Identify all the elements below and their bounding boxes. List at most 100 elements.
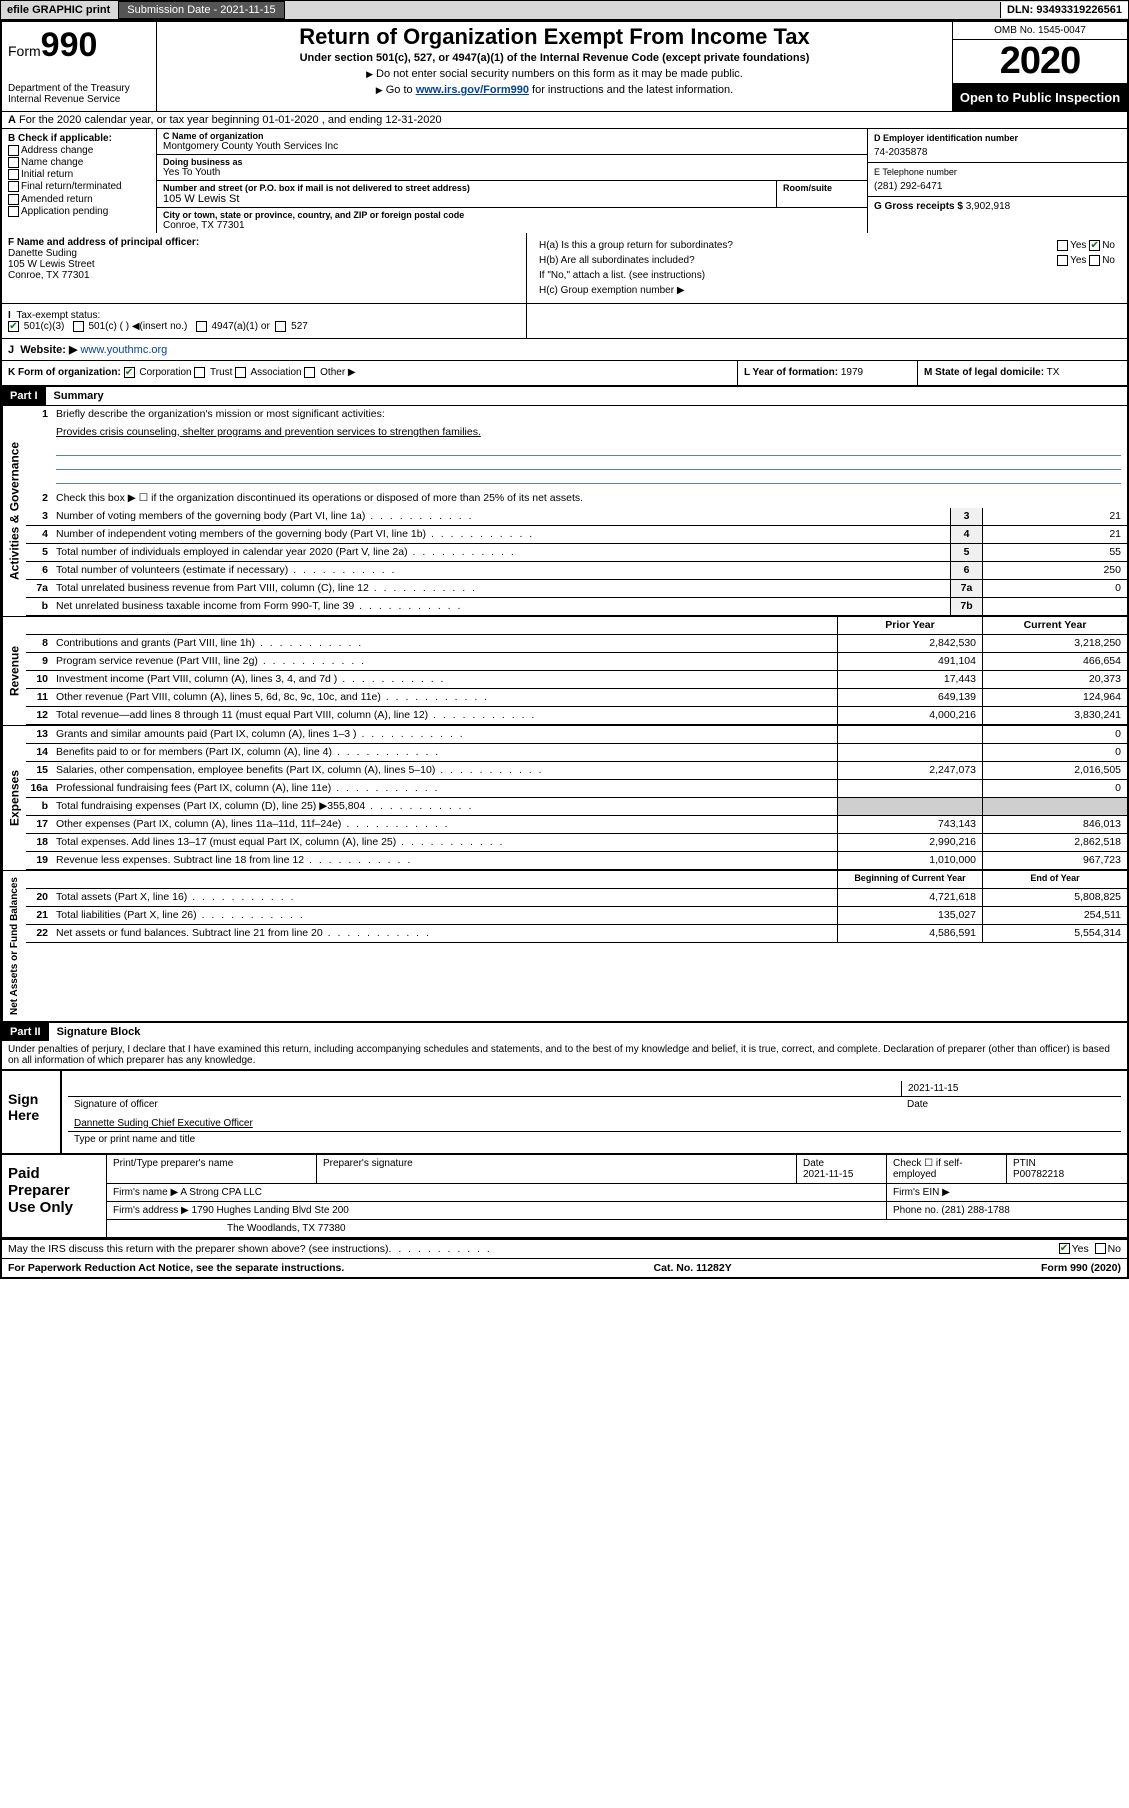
line-17: 17Other expenses (Part IX, column (A), l… xyxy=(26,816,1127,834)
paid-date: 2021-11-15 xyxy=(803,1169,853,1180)
l1-lbl: Briefly describe the organization's miss… xyxy=(52,406,1127,424)
row-a-text: For the 2020 calendar year, or tax year … xyxy=(19,114,442,126)
website-link[interactable]: www.youthmc.org xyxy=(77,344,167,356)
l-lbl: L Year of formation: xyxy=(744,367,838,378)
row-i-status: I Tax-exempt status: 501(c)(3) 501(c) ( … xyxy=(2,304,527,338)
line-11: 11Other revenue (Part VIII, column (A), … xyxy=(26,689,1127,707)
hb-yes: Yes xyxy=(1070,255,1086,266)
form-number: Form990 xyxy=(8,26,150,65)
c-room-lbl: Room/suite xyxy=(777,181,867,207)
col-f-officer: F Name and address of principal officer:… xyxy=(2,233,527,303)
line-16a: 16aProfessional fundraising fees (Part I… xyxy=(26,780,1127,798)
gov-line-3: 3Number of voting members of the governi… xyxy=(26,508,1127,526)
line-20: 20Total assets (Part X, line 16)4,721,61… xyxy=(26,889,1127,907)
col-end: End of Year xyxy=(982,871,1127,888)
part2-title: Signature Block xyxy=(49,1023,149,1041)
paid-preparer-label: Paid Preparer Use Only xyxy=(2,1155,107,1237)
org-street: 105 W Lewis St xyxy=(163,193,770,205)
k-assoc: Association xyxy=(250,368,301,379)
ruled-line xyxy=(56,470,1121,484)
chk-address-change[interactable]: Address change xyxy=(8,145,150,156)
m-val: TX xyxy=(1047,367,1060,378)
mission-text: Provides crisis counseling, shelter prog… xyxy=(52,424,1127,442)
form-container: Form990 Department of the Treasury Inter… xyxy=(0,20,1129,1279)
form-header: Form990 Department of the Treasury Inter… xyxy=(2,22,1127,111)
officer-signed-name: Dannette Suding Chief Executive Officer xyxy=(68,1116,259,1131)
irs-link[interactable]: www.irs.gov/Form990 xyxy=(416,84,529,96)
side-expenses: Expenses xyxy=(2,726,26,870)
gov-line-7a: 7aTotal unrelated business revenue from … xyxy=(26,580,1127,598)
form-subtitle: Under section 501(c), 527, or 4947(a)(1)… xyxy=(161,52,948,64)
omb-number: OMB No. 1545-0047 xyxy=(953,22,1127,40)
c-name-lbl: C Name of organization xyxy=(163,131,861,141)
firm-addr-lbl: Firm's address ▶ xyxy=(113,1205,189,1216)
note1-text: Do not enter social security numbers on … xyxy=(376,68,743,80)
j-lbl: Website: ▶ xyxy=(20,344,77,356)
col-c-org: C Name of organization Montgomery County… xyxy=(157,129,867,233)
paid-h5: PTIN xyxy=(1013,1158,1036,1169)
line-10: 10Investment income (Part VIII, column (… xyxy=(26,671,1127,689)
line-18: 18Total expenses. Add lines 13–17 (must … xyxy=(26,834,1127,852)
submission-date-button[interactable]: Submission Date - 2021-11-15 xyxy=(118,1,284,19)
chk-amended[interactable]: Amended return xyxy=(8,194,150,205)
i-lbl: Tax-exempt status: xyxy=(16,310,100,321)
b-header: B Check if applicable: xyxy=(8,133,150,144)
perjury-text: Under penalties of perjury, I declare th… xyxy=(2,1041,1127,1069)
note-ssn: Do not enter social security numbers on … xyxy=(161,68,948,80)
chk-name-change[interactable]: Name change xyxy=(8,157,150,168)
col-h-group: H(a) Is this a group return for subordin… xyxy=(527,233,1127,303)
line-13: 13Grants and similar amounts paid (Part … xyxy=(26,726,1127,744)
k-corp: Corporation xyxy=(139,368,191,379)
line-8: 8Contributions and grants (Part VIII, li… xyxy=(26,635,1127,653)
l2-text: Check this box ▶ ☐ if the organization d… xyxy=(52,490,1127,508)
hb-no: No xyxy=(1102,255,1115,266)
firm-phone: (281) 288-1788 xyxy=(941,1205,1009,1216)
h-c: H(c) Group exemption number ▶ xyxy=(535,284,1119,297)
c-dba-lbl: Doing business as xyxy=(163,157,861,167)
form-word: Form xyxy=(8,43,41,59)
gov-line-5: 5Total number of individuals employed in… xyxy=(26,544,1127,562)
sign-date: 2021-11-15 xyxy=(901,1081,1121,1096)
paperwork-notice: For Paperwork Reduction Act Notice, see … xyxy=(8,1262,344,1274)
form-footer: Form 990 (2020) xyxy=(1041,1262,1121,1274)
i-501c3: 501(c)(3) xyxy=(24,321,65,332)
chk-app-pending[interactable]: Application pending xyxy=(8,206,150,217)
row-a-taxyear: A For the 2020 calendar year, or tax yea… xyxy=(2,111,1127,128)
chk-final-return[interactable]: Final return/terminated xyxy=(8,181,150,192)
chk-initial-return[interactable]: Initial return xyxy=(8,169,150,180)
e-phone-lbl: E Telephone number xyxy=(874,167,1121,177)
gov-line-4: 4Number of independent voting members of… xyxy=(26,526,1127,544)
i-4947: 4947(a)(1) or xyxy=(211,321,269,332)
line-14: 14Benefits paid to or for members (Part … xyxy=(26,744,1127,762)
part2-hdr: Part II xyxy=(2,1023,49,1041)
officer-name: Danette Suding xyxy=(8,248,520,259)
k-lbl: K Form of organization: xyxy=(8,368,121,379)
officer-addr1: 105 W Lewis Street xyxy=(8,259,520,270)
i-527: 527 xyxy=(291,321,308,332)
k-trust: Trust xyxy=(210,368,232,379)
paid-ptin: P00782218 xyxy=(1013,1169,1064,1180)
g-gross-lbl: G Gross receipts $ xyxy=(874,201,963,212)
goto-post: for instructions and the latest informat… xyxy=(529,84,733,96)
line-b: bTotal fundraising expenses (Part IX, co… xyxy=(26,798,1127,816)
g-gross-val: 3,902,918 xyxy=(966,201,1011,212)
sign-date-lbl: Date xyxy=(901,1097,1121,1112)
l-val: 1979 xyxy=(841,367,863,378)
row-m-state: M State of legal domicile: TX xyxy=(917,361,1127,384)
discuss-yes: Yes xyxy=(1072,1243,1089,1255)
dept-label: Department of the Treasury Internal Reve… xyxy=(8,83,150,105)
discuss-no: No xyxy=(1108,1243,1121,1255)
line-15: 15Salaries, other compensation, employee… xyxy=(26,762,1127,780)
k-other: Other ▶ xyxy=(320,368,355,379)
ha-yes: Yes xyxy=(1070,240,1086,251)
e-phone-val: (281) 292-6471 xyxy=(874,181,1121,192)
officer-addr2: Conroe, TX 77301 xyxy=(8,270,520,281)
row-k-orgform: K Form of organization: Corporation Trus… xyxy=(2,361,737,384)
firm-ein-lbl: Firm's EIN ▶ xyxy=(887,1184,1127,1201)
tax-year: 2020 xyxy=(953,40,1127,84)
firm-lbl: Firm's name ▶ xyxy=(113,1187,178,1198)
c-city-lbl: City or town, state or province, country… xyxy=(163,210,861,220)
line-22: 22Net assets or fund balances. Subtract … xyxy=(26,925,1127,943)
sign-here-label: Sign Here xyxy=(2,1071,62,1153)
gov-line-6: 6Total number of volunteers (estimate if… xyxy=(26,562,1127,580)
